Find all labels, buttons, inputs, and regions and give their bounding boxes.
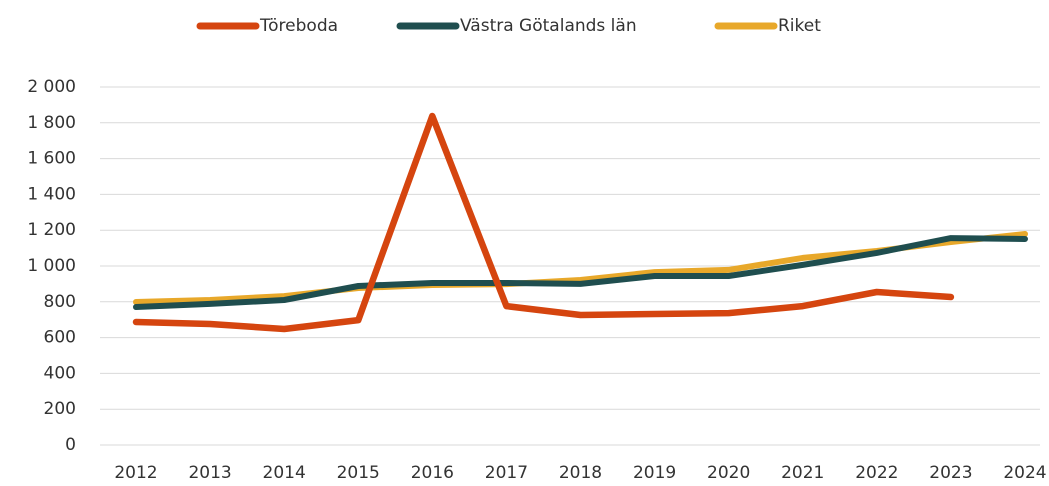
y-tick-label: 200: [44, 399, 76, 419]
legend-label: Riket: [778, 16, 821, 36]
y-tick-label: 600: [44, 328, 76, 348]
y-tick-label: 1 000: [27, 256, 76, 276]
x-tick-label: 2022: [855, 463, 898, 483]
legend-label: Västra Götalands län: [460, 16, 637, 36]
x-tick-label: 2020: [707, 463, 750, 483]
x-tick-label: 2014: [263, 463, 306, 483]
y-tick-label: 1 200: [27, 220, 76, 240]
y-tick-label: 1 600: [27, 149, 76, 169]
y-tick-label: 1 800: [27, 113, 76, 133]
y-tick-label: 0: [65, 435, 76, 455]
y-tick-label: 800: [44, 292, 76, 312]
y-tick-label: 400: [44, 363, 76, 383]
x-tick-label: 2018: [559, 463, 602, 483]
x-tick-label: 2015: [337, 463, 380, 483]
x-tick-label: 2024: [1003, 463, 1046, 483]
x-tick-label: 2021: [781, 463, 824, 483]
series-line: [133, 235, 1028, 310]
x-tick-label: 2012: [114, 463, 157, 483]
series-line: [132, 112, 955, 333]
x-tick-label: 2023: [929, 463, 972, 483]
x-tick-label: 2016: [411, 463, 454, 483]
x-tick-label: 2013: [188, 463, 231, 483]
y-tick-label: 2 000: [27, 77, 76, 97]
legend-label: Töreboda: [259, 16, 338, 36]
x-tick-label: 2017: [485, 463, 528, 483]
y-tick-label: 1 400: [27, 184, 76, 204]
x-tick-label: 2019: [633, 463, 676, 483]
